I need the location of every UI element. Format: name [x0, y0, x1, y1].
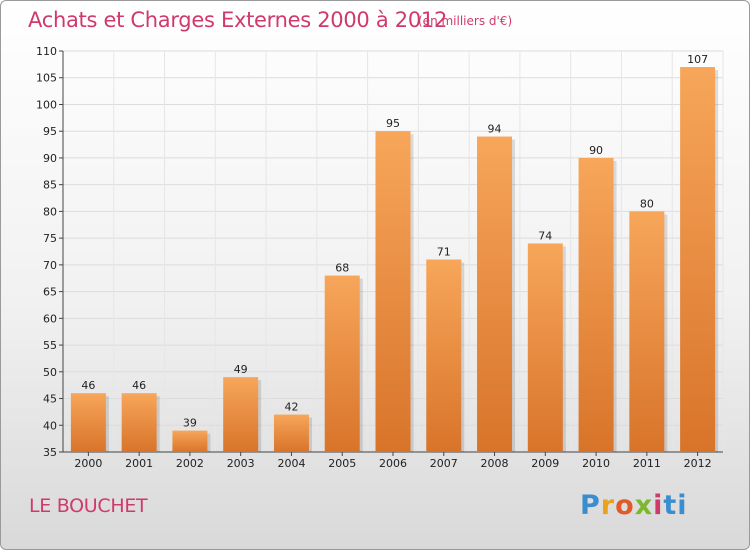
data-label-2008: 94 — [488, 123, 502, 136]
commune-name: LE BOUCHET — [29, 495, 148, 517]
data-label-2009: 74 — [538, 229, 552, 242]
bar-2002 — [172, 430, 208, 452]
chart-title: Achats et Charges Externes 2000 à 2012 — [28, 8, 448, 32]
x-tick-label-2000: 2000 — [74, 457, 102, 470]
data-label-2002: 39 — [183, 417, 197, 430]
x-tick-label-2012: 2012 — [684, 457, 712, 470]
proxiti-logo[interactable]: Proxiti — [580, 490, 688, 521]
unit-note: (en milliers d'€) — [418, 14, 513, 28]
bar-2001 — [121, 393, 157, 452]
y-tick-label: 75 — [43, 232, 57, 245]
y-tick-label: 110 — [36, 45, 57, 58]
bar-2010 — [578, 157, 614, 452]
x-tick-label-2004: 2004 — [277, 457, 305, 470]
y-tick-label: 50 — [43, 366, 57, 379]
data-label-2004: 42 — [284, 401, 298, 414]
data-label-2001: 46 — [132, 379, 146, 392]
bar-2000 — [70, 393, 106, 452]
data-label-2003: 49 — [234, 363, 248, 376]
y-tick-label: 40 — [43, 419, 57, 432]
bar-2003 — [223, 377, 259, 452]
x-tick-label-2007: 2007 — [430, 457, 458, 470]
data-label-2007: 71 — [437, 246, 451, 259]
x-tick-label-2006: 2006 — [379, 457, 407, 470]
data-label-2011: 80 — [640, 197, 654, 210]
bar-2007 — [426, 259, 462, 452]
data-label-2012: 107 — [687, 53, 708, 66]
bar-2004 — [273, 414, 309, 452]
y-tick-label: 55 — [43, 339, 57, 352]
y-tick-label: 95 — [43, 125, 57, 138]
bar-2005 — [324, 275, 360, 452]
data-label-2006: 95 — [386, 117, 400, 130]
y-tick-label: 85 — [43, 179, 57, 192]
x-tick-label-2001: 2001 — [125, 457, 153, 470]
y-tick-label: 105 — [36, 72, 57, 85]
bar-2006 — [375, 131, 411, 452]
y-tick-label: 90 — [43, 152, 57, 165]
bar-2008 — [477, 136, 513, 452]
y-tick-label: 80 — [43, 205, 57, 218]
y-tick-label: 35 — [43, 446, 57, 459]
y-tick-label: 45 — [43, 393, 57, 406]
bar-2011 — [629, 211, 665, 452]
data-label-2010: 90 — [589, 144, 603, 157]
x-tick-label-2003: 2003 — [227, 457, 255, 470]
x-tick-label-2010: 2010 — [582, 457, 610, 470]
data-label-2005: 68 — [335, 262, 349, 275]
x-tick-label-2002: 2002 — [176, 457, 204, 470]
y-tick-label: 70 — [43, 259, 57, 272]
bar-2009 — [527, 243, 563, 452]
x-tick-label-2011: 2011 — [633, 457, 661, 470]
x-tick-label-2008: 2008 — [481, 457, 509, 470]
x-tick-label-2005: 2005 — [328, 457, 356, 470]
y-tick-label: 65 — [43, 286, 57, 299]
data-label-2000: 46 — [81, 379, 95, 392]
bar-2012 — [680, 67, 716, 452]
y-tick-label: 100 — [36, 98, 57, 111]
y-tick-label: 60 — [43, 312, 57, 325]
x-tick-label-2009: 2009 — [531, 457, 559, 470]
